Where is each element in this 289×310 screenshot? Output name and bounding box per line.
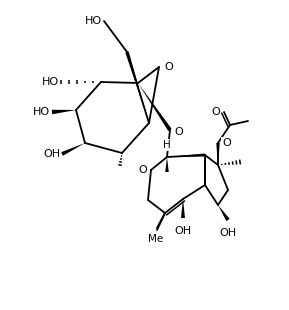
Text: HO: HO bbox=[42, 77, 59, 87]
Polygon shape bbox=[167, 153, 205, 157]
Text: O: O bbox=[138, 165, 147, 175]
Text: O: O bbox=[164, 62, 173, 72]
Text: O: O bbox=[174, 127, 183, 137]
Polygon shape bbox=[138, 83, 172, 131]
Polygon shape bbox=[218, 205, 230, 221]
Text: O: O bbox=[211, 107, 220, 117]
Polygon shape bbox=[181, 199, 185, 218]
Text: HO: HO bbox=[85, 16, 102, 26]
Polygon shape bbox=[165, 157, 169, 172]
Polygon shape bbox=[61, 143, 85, 156]
Text: O: O bbox=[137, 165, 146, 175]
Text: HO: HO bbox=[33, 107, 50, 117]
Text: OH: OH bbox=[175, 226, 192, 236]
Text: OH: OH bbox=[43, 149, 60, 159]
Polygon shape bbox=[216, 143, 220, 165]
Polygon shape bbox=[52, 110, 76, 114]
Polygon shape bbox=[125, 51, 149, 123]
Text: Me: Me bbox=[148, 234, 164, 244]
Text: OH: OH bbox=[219, 228, 237, 238]
Text: O: O bbox=[222, 138, 231, 148]
Text: H: H bbox=[163, 140, 171, 150]
